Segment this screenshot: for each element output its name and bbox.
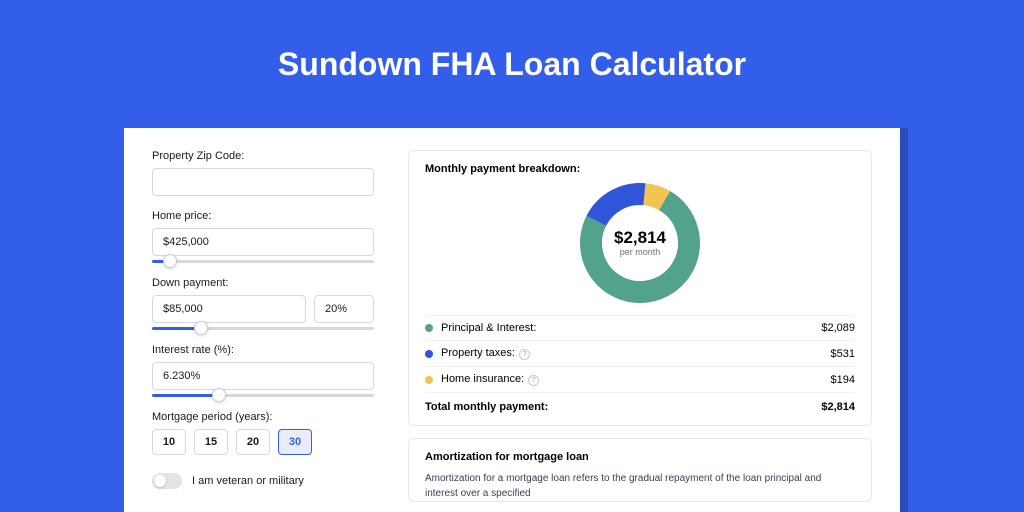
info-icon[interactable]: ? <box>519 349 530 360</box>
period-field: Mortgage period (years): 10 15 20 30 <box>152 411 374 455</box>
zip-input[interactable] <box>152 168 374 196</box>
veteran-row: I am veteran or military <box>152 473 374 489</box>
legend-row-2: Home insurance:?$194 <box>425 366 855 392</box>
page-title: Sundown FHA Loan Calculator <box>0 0 1024 109</box>
home-price-input[interactable] <box>152 228 374 256</box>
amortization-text: Amortization for a mortgage loan refers … <box>425 471 855 501</box>
period-option-15[interactable]: 15 <box>194 429 228 455</box>
home-price-field: Home price: <box>152 210 374 263</box>
form-column: Property Zip Code: Home price: Down paym… <box>124 128 394 512</box>
calculator-card: Property Zip Code: Home price: Down paym… <box>124 128 900 512</box>
legend-dot <box>425 324 433 332</box>
period-option-10[interactable]: 10 <box>152 429 186 455</box>
down-payment-pct-input[interactable] <box>314 295 374 323</box>
interest-rate-label: Interest rate (%): <box>152 344 374 356</box>
breakdown-panel: Monthly payment breakdown: $2,814 per mo… <box>408 150 872 426</box>
legend-list: Principal & Interest:$2,089Property taxe… <box>425 315 855 392</box>
amortization-title: Amortization for mortgage loan <box>425 451 855 463</box>
interest-rate-field: Interest rate (%): <box>152 344 374 397</box>
down-payment-label: Down payment: <box>152 277 374 289</box>
period-label: Mortgage period (years): <box>152 411 374 423</box>
down-payment-field: Down payment: <box>152 277 374 330</box>
legend-value: $531 <box>831 348 855 360</box>
down-payment-slider[interactable] <box>152 327 374 330</box>
results-column: Monthly payment breakdown: $2,814 per mo… <box>394 128 900 512</box>
veteran-toggle[interactable] <box>152 473 182 489</box>
legend-value: $2,089 <box>821 322 855 334</box>
home-price-slider-thumb[interactable] <box>163 254 177 268</box>
info-icon[interactable]: ? <box>528 375 539 386</box>
period-option-30[interactable]: 30 <box>278 429 312 455</box>
legend-label: Property taxes:? <box>441 347 831 360</box>
veteran-label: I am veteran or military <box>192 475 304 487</box>
home-price-slider[interactable] <box>152 260 374 263</box>
zip-label: Property Zip Code: <box>152 150 374 162</box>
period-option-20[interactable]: 20 <box>236 429 270 455</box>
donut-center-value: $2,814 <box>614 228 667 247</box>
period-options: 10 15 20 30 <box>152 429 374 455</box>
legend-dot <box>425 376 433 384</box>
down-payment-input[interactable] <box>152 295 306 323</box>
interest-rate-input[interactable] <box>152 362 374 390</box>
donut-chart: $2,814 per month <box>425 183 855 303</box>
legend-value: $194 <box>831 374 855 386</box>
legend-row-1: Property taxes:?$531 <box>425 340 855 366</box>
interest-rate-slider-thumb[interactable] <box>212 388 226 402</box>
legend-row-0: Principal & Interest:$2,089 <box>425 315 855 340</box>
zip-field: Property Zip Code: <box>152 150 374 196</box>
home-price-label: Home price: <box>152 210 374 222</box>
interest-rate-slider[interactable] <box>152 394 374 397</box>
total-row: Total monthly payment: $2,814 <box>425 392 855 415</box>
legend-label: Home insurance:? <box>441 373 831 386</box>
donut-center-label: per month <box>620 247 661 257</box>
total-value: $2,814 <box>821 401 855 413</box>
total-label: Total monthly payment: <box>425 401 821 413</box>
legend-label: Principal & Interest: <box>441 322 821 334</box>
down-payment-slider-thumb[interactable] <box>194 321 208 335</box>
breakdown-title: Monthly payment breakdown: <box>425 163 855 175</box>
amortization-panel: Amortization for mortgage loan Amortizat… <box>408 438 872 502</box>
legend-dot <box>425 350 433 358</box>
veteran-toggle-knob <box>154 475 166 487</box>
